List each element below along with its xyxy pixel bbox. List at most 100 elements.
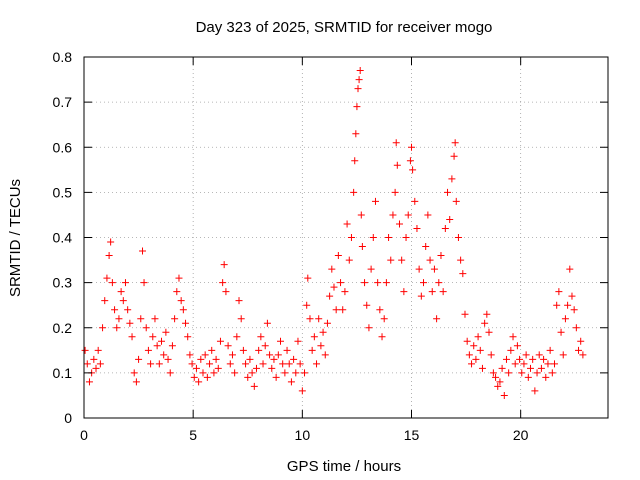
data-point bbox=[415, 265, 423, 273]
data-point bbox=[94, 346, 102, 354]
data-point bbox=[577, 337, 585, 345]
data-point bbox=[424, 211, 432, 219]
y-tick-label: 0.4 bbox=[53, 230, 73, 246]
data-point bbox=[301, 369, 309, 377]
data-point bbox=[147, 360, 155, 368]
data-point bbox=[274, 351, 282, 359]
data-point bbox=[313, 360, 321, 368]
data-point bbox=[531, 387, 539, 395]
data-point bbox=[500, 391, 508, 399]
data-point bbox=[233, 333, 241, 341]
data-point bbox=[101, 297, 109, 305]
data-point bbox=[321, 351, 329, 359]
data-point bbox=[142, 324, 150, 332]
data-point bbox=[208, 346, 216, 354]
y-tick-label: 0.1 bbox=[53, 365, 73, 381]
data-point bbox=[570, 306, 578, 314]
data-point bbox=[308, 346, 316, 354]
data-point bbox=[270, 355, 278, 363]
data-point bbox=[376, 306, 384, 314]
x-axis-title: GPS time / hours bbox=[287, 458, 401, 475]
data-point bbox=[389, 211, 397, 219]
data-point bbox=[555, 288, 563, 296]
data-point bbox=[498, 364, 506, 372]
data-point bbox=[446, 215, 454, 223]
data-point bbox=[409, 166, 417, 174]
data-point bbox=[347, 234, 355, 241]
y-tick-label: 0.7 bbox=[53, 94, 73, 110]
data-point bbox=[255, 346, 263, 354]
data-point bbox=[380, 315, 388, 323]
data-point bbox=[272, 373, 280, 381]
data-point bbox=[105, 252, 113, 260]
data-point bbox=[451, 139, 459, 147]
data-point bbox=[533, 369, 541, 377]
data-point bbox=[439, 288, 447, 296]
data-point bbox=[315, 315, 323, 323]
data-point bbox=[553, 301, 561, 309]
data-point bbox=[551, 360, 559, 368]
data-point bbox=[257, 333, 265, 341]
data-point bbox=[117, 288, 125, 296]
data-point bbox=[135, 355, 143, 363]
data-point bbox=[564, 301, 572, 309]
data-point bbox=[319, 328, 327, 336]
data-point bbox=[568, 292, 576, 300]
data-point bbox=[450, 152, 458, 160]
data-point bbox=[476, 346, 484, 354]
data-point bbox=[387, 256, 395, 264]
data-point bbox=[235, 297, 243, 305]
data-point bbox=[408, 143, 415, 151]
data-point bbox=[520, 360, 528, 368]
data-point bbox=[548, 369, 556, 377]
data-point bbox=[216, 337, 224, 345]
data-point bbox=[393, 161, 401, 169]
data-point bbox=[509, 333, 517, 341]
data-point bbox=[428, 288, 436, 296]
data-point bbox=[422, 243, 430, 251]
data-point bbox=[350, 188, 358, 196]
data-point bbox=[281, 369, 289, 377]
data-point bbox=[287, 378, 295, 386]
data-point bbox=[572, 324, 580, 332]
data-point bbox=[158, 337, 166, 345]
tick-labels: 0 0.1 0.2 0.3 0.4 0.5 0.6 0.7 0.8 0 5 10 15 20 bbox=[53, 49, 529, 443]
data-point bbox=[356, 67, 364, 75]
data-point bbox=[166, 369, 174, 377]
data-point bbox=[139, 247, 147, 255]
data-point bbox=[171, 315, 179, 323]
data-point bbox=[90, 355, 98, 363]
data-point bbox=[544, 360, 552, 368]
data-point bbox=[279, 360, 287, 368]
data-point bbox=[304, 274, 312, 282]
data-point bbox=[392, 139, 400, 147]
data-point bbox=[323, 319, 331, 327]
data-point bbox=[111, 306, 119, 314]
data-point bbox=[231, 369, 239, 377]
data-point bbox=[463, 337, 471, 345]
data-point bbox=[365, 324, 373, 332]
data-point bbox=[160, 351, 168, 359]
data-point bbox=[201, 351, 209, 359]
data-point bbox=[505, 369, 513, 377]
data-point bbox=[261, 342, 269, 350]
data-point bbox=[452, 197, 460, 205]
data-point bbox=[83, 360, 91, 368]
data-point bbox=[507, 346, 515, 354]
data-point bbox=[326, 292, 334, 300]
data-point bbox=[546, 346, 554, 354]
data-point bbox=[121, 279, 129, 287]
data-point bbox=[92, 364, 100, 372]
data-point bbox=[283, 346, 291, 354]
data-point bbox=[361, 279, 369, 287]
data-point bbox=[214, 364, 222, 372]
data-point bbox=[175, 274, 183, 282]
data-point bbox=[203, 373, 211, 381]
data-point bbox=[492, 373, 500, 381]
data-point bbox=[353, 103, 361, 111]
data-point bbox=[337, 279, 345, 287]
data-point bbox=[398, 256, 406, 264]
data-point bbox=[511, 360, 519, 368]
data-point bbox=[557, 328, 565, 336]
data-point bbox=[162, 328, 170, 336]
